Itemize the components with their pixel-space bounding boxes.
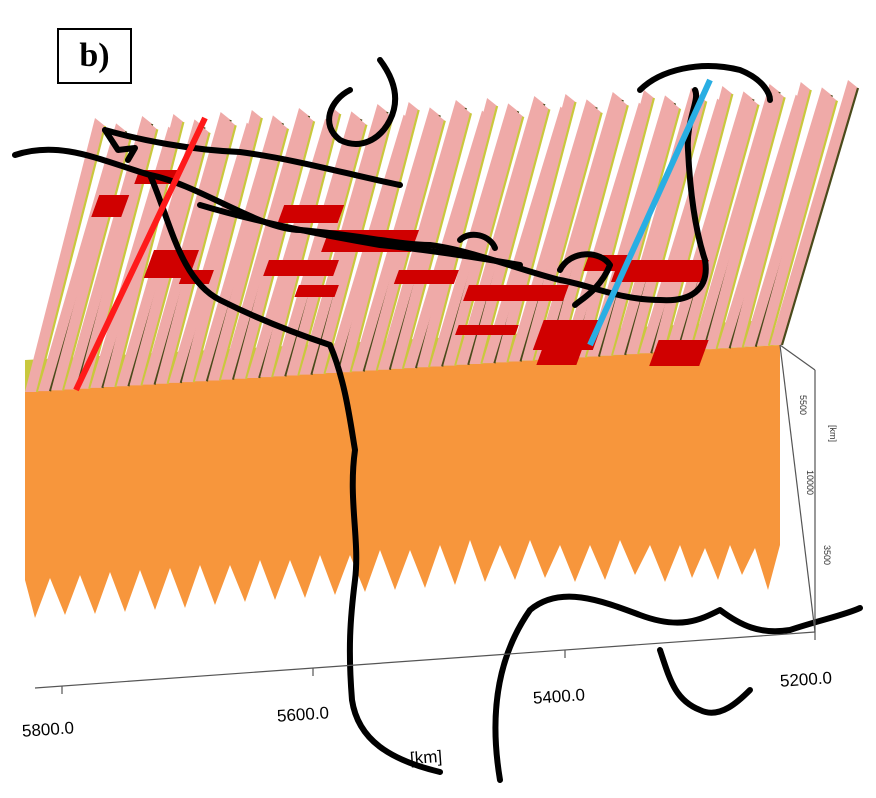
section-slice	[704, 89, 785, 350]
coastline-west	[102, 127, 138, 163]
section-slice	[142, 112, 231, 385]
x-tick-label: 5800.0	[21, 718, 75, 741]
z-tick-label: 10000	[805, 470, 815, 496]
z-tick-label: 5500	[798, 395, 808, 416]
z-tick-label: 3500	[822, 545, 832, 566]
x-tick-label: 5400.0	[532, 685, 586, 708]
anomaly-patch	[277, 205, 345, 223]
panel-label: b)	[57, 28, 132, 84]
section-slice	[390, 105, 471, 369]
section-slice-edge	[35, 125, 107, 393]
frame-diagonal	[779, 344, 816, 633]
section-slice	[64, 116, 153, 390]
section-slice	[207, 120, 288, 381]
profile-line-blue	[587, 78, 713, 347]
coastline-loop	[557, 251, 613, 308]
section-slice	[665, 91, 754, 352]
section-slice	[770, 80, 858, 345]
section-slice	[181, 110, 262, 383]
x-tick-label: 5200.0	[779, 668, 833, 691]
section-slice-edge	[741, 89, 812, 348]
section-slice-edge	[637, 101, 708, 355]
anomaly-patch	[536, 345, 584, 365]
section-slice-edge	[114, 121, 185, 388]
anomaly-patch	[532, 320, 604, 350]
coastline-east	[637, 63, 773, 103]
section-slice-edge	[689, 104, 760, 352]
section-slice	[730, 82, 811, 348]
x-axis-ticks	[61, 632, 816, 694]
x-axis-line	[34, 631, 816, 689]
anomaly-patch	[463, 285, 569, 301]
anomaly-patch	[455, 325, 519, 335]
anomaly-patch	[91, 195, 130, 217]
section-slice-edge	[401, 113, 473, 370]
section-slice	[25, 118, 105, 392]
section-slice	[194, 115, 283, 382]
base-layer-surface	[25, 345, 780, 618]
coastline-inner	[197, 202, 523, 268]
section-slice	[756, 92, 837, 346]
section-slice	[51, 128, 132, 391]
section-slice	[743, 87, 832, 347]
section-slice-edge	[480, 109, 551, 365]
frame-top	[779, 344, 816, 371]
coastline-loop-2	[457, 231, 498, 251]
anomaly-patch	[294, 285, 339, 297]
x-tick-label: 5600.0	[276, 703, 330, 726]
section-slice	[417, 98, 498, 368]
anomaly-patch	[393, 270, 459, 284]
coastline-southeast	[492, 593, 863, 783]
section-slice-edge	[780, 87, 860, 346]
anomaly-patch	[649, 340, 709, 366]
z-axis-unit-label: [km]	[828, 425, 838, 442]
anomaly-patch	[610, 260, 709, 282]
section-slice-edge	[558, 105, 629, 360]
section-slice	[377, 100, 466, 370]
coastline-lines	[12, 57, 863, 783]
section-slice	[38, 123, 127, 392]
coastline-lake	[657, 647, 753, 716]
profile-line-red	[73, 116, 208, 392]
section-slice	[77, 121, 158, 389]
section-slice	[691, 84, 780, 350]
coastline-north	[102, 127, 403, 188]
section-slice-edge	[767, 100, 838, 347]
section-slice-edge	[532, 112, 603, 361]
section-slice	[273, 111, 362, 377]
section-slice	[234, 113, 315, 379]
coastline-main	[12, 87, 709, 304]
anomaly-patch	[263, 260, 339, 276]
section-slice-edge	[62, 136, 133, 391]
coastline-south	[147, 172, 443, 775]
section-slice	[260, 106, 341, 378]
section-slice-edge	[584, 97, 656, 358]
section-slice-edge	[506, 101, 577, 363]
section-slice-edge	[611, 108, 682, 357]
section-slice-edge	[218, 128, 290, 381]
section-slice-edge	[715, 97, 786, 350]
section-slice-edge	[271, 113, 342, 378]
section-slice-edge	[192, 117, 263, 383]
section-slice	[547, 97, 628, 360]
x-axis-unit-label: [km]	[409, 746, 443, 769]
axis-frame	[34, 344, 816, 689]
coastline-bay	[326, 57, 399, 147]
section-slice-edge	[166, 125, 237, 385]
